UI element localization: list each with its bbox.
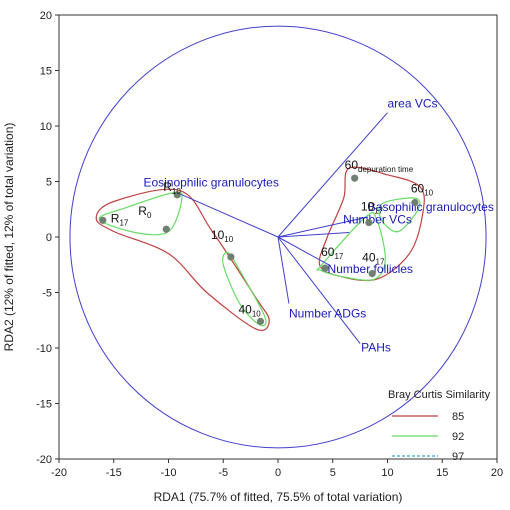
- x-tick-label: -20: [51, 467, 67, 479]
- sample-point-layer: R17 R0 R10 1010 4010 60depuration time 6010 101…: [99, 158, 434, 325]
- sample-point: [368, 270, 376, 278]
- axis-tick-layer: -20 -15 -10 -5 0 5 10 15 20 -20 -15 -10 -5 0 5 10 15 20: [36, 10, 503, 479]
- sample-label: 60depuration time: [345, 158, 414, 174]
- sample-label: R0: [138, 204, 152, 220]
- vector-label: Number follicles: [328, 262, 413, 276]
- sample-point: [365, 218, 373, 227]
- x-tick-label: -10: [161, 467, 177, 479]
- sample-label: R17: [111, 211, 129, 227]
- legend-entry-label: 92: [452, 431, 464, 443]
- cluster-outline-92: [316, 211, 386, 281]
- y-tick-label: 0: [46, 232, 52, 244]
- cluster-outline-92: [98, 191, 183, 236]
- y-axis-title: RDA2 (12% of fitted, 12% of total variat…: [2, 123, 16, 352]
- cluster-outline-85: [95, 188, 270, 332]
- correlation-circle-layer: [69, 25, 487, 449]
- vector-line: [277, 236, 290, 304]
- sample-point: [321, 264, 329, 272]
- vector-line: [277, 236, 361, 344]
- legend: Bray Curtis Similarity 85 92 97: [388, 389, 491, 463]
- vector-label: area VCs: [388, 97, 438, 111]
- sample-point: [351, 174, 359, 182]
- x-tick-label: -5: [218, 467, 228, 479]
- y-tick-label: -5: [42, 288, 52, 300]
- sample-label: R10: [163, 180, 181, 196]
- cluster-outline-92: [378, 197, 421, 233]
- y-tick-label: -20: [36, 454, 52, 466]
- y-tick-label: 15: [40, 66, 52, 78]
- sample-label: 1010: [211, 228, 234, 244]
- sample-label: 6010: [411, 182, 434, 198]
- vector-label: Eosinophilic granulocytes: [143, 176, 278, 190]
- vector-label: Number VCs: [343, 213, 412, 227]
- y-tick-label: 5: [46, 177, 52, 189]
- x-tick-label: 20: [491, 467, 503, 479]
- vector-label: Number ADGs: [289, 307, 366, 321]
- vector-layer: area VCs Eosinophilic granulocytes Basophi…: [143, 97, 493, 355]
- y-tick-label: -10: [36, 343, 52, 355]
- cluster-outline-85: [318, 166, 425, 282]
- legend-title: Bray Curtis Similarity: [388, 389, 491, 401]
- sample-label: 1017: [361, 200, 384, 216]
- x-axis-title: RDA1 (75.7% of fitted, 75.5% of total va…: [154, 490, 403, 504]
- vector-line: [277, 232, 350, 238]
- sample-point: [256, 317, 265, 325]
- y-tick-label: 20: [40, 10, 52, 22]
- sample-point: [227, 253, 235, 261]
- correlation-circle: [69, 25, 487, 449]
- sample-label: 4010: [238, 302, 261, 318]
- vector-line: [277, 216, 368, 238]
- sample-label: 4017: [362, 251, 385, 267]
- sample-point: [411, 198, 419, 207]
- legend-entry-label: 85: [452, 411, 464, 423]
- sample-label: 6017: [321, 245, 344, 261]
- x-tick-label: 15: [436, 467, 448, 479]
- sample-point: [162, 225, 170, 233]
- x-tick-label: 0: [275, 467, 281, 479]
- sample-point: [99, 216, 107, 224]
- y-tick-label: -15: [36, 399, 52, 411]
- legend-entry-label: 97: [452, 451, 464, 463]
- vector-line: [179, 193, 279, 238]
- vector-label: Basophilic granulocytes: [368, 200, 494, 214]
- x-tick-label: 10: [381, 467, 393, 479]
- sample-point: [173, 191, 181, 199]
- cluster-outline-layer: [95, 166, 425, 332]
- vector-label: PAHs: [361, 341, 391, 355]
- vector-line: [277, 112, 388, 238]
- x-tick-label: 5: [330, 467, 336, 479]
- x-tick-label: -15: [106, 467, 122, 479]
- vector-line: [277, 236, 331, 267]
- y-tick-label: 10: [40, 121, 52, 133]
